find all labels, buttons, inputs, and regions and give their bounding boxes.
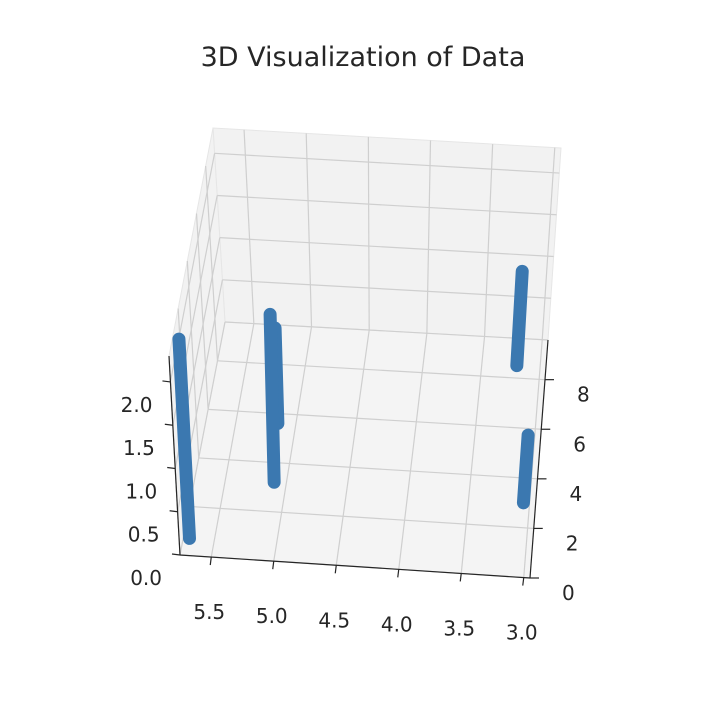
data-point-column-1 [172, 332, 196, 545]
z-tick-label: 0.0 [130, 566, 162, 590]
z-tick-label: 2.0 [121, 393, 153, 417]
axis-panes [168, 127, 562, 579]
x-tick-mark [334, 565, 337, 574]
z-tick-label: 1.5 [123, 436, 155, 460]
x-axis-line [179, 554, 531, 579]
tick-labels: 5.5 5.0 4.5 4.0 3.5 3.0 0 2 4 6 8 0.0 0.5 1.0 1.5 2.0 [121, 383, 590, 645]
x-tick-mark [459, 573, 462, 582]
grid-line-x-back [243, 129, 255, 324]
grid-line-z-back [222, 279, 551, 299]
x-tick-label: 5.0 [256, 604, 288, 628]
x-tick-label: 4.0 [381, 612, 413, 636]
data-point-column-5 [516, 428, 535, 510]
grid-line-x-back [426, 140, 432, 334]
grid-line-y-floor [198, 457, 538, 480]
z-axis-line [168, 355, 181, 556]
z-tick-mark [167, 466, 176, 470]
x-tick-label: 3.0 [506, 621, 538, 645]
grid-line-y-floor [189, 505, 534, 530]
grid-line-z-back [219, 237, 554, 258]
z-tick-label: 1.0 [125, 479, 157, 503]
y-tick-label: 6 [573, 432, 586, 456]
grid-line-x-back [483, 144, 494, 337]
z-tick-mark [171, 553, 181, 556]
grid-line-x-back [305, 133, 313, 327]
grid-line-y-side [195, 213, 209, 410]
x-tick-mark [397, 569, 400, 578]
data-point-column-3 [263, 307, 281, 489]
z-tick-mark [164, 423, 173, 426]
axis-lines [162, 339, 554, 586]
x-tick-mark [522, 577, 525, 586]
z-tick-mark [162, 380, 171, 383]
z-tick-label: 0.5 [128, 523, 160, 547]
floor-pane [179, 321, 549, 579]
y-tick-label: 8 [577, 383, 590, 407]
x-tick-mark [209, 556, 212, 566]
grid-line-y-side [205, 165, 219, 361]
x-tick-label: 3.5 [443, 616, 475, 640]
back-pane [212, 127, 562, 341]
x-tick-mark [272, 561, 275, 570]
z-tick-mark [169, 510, 178, 513]
chart-title: 3D Visualization of Data [200, 42, 526, 73]
grid-line-x-back [367, 136, 370, 331]
grid-line-z-back [217, 194, 557, 216]
x-tick-label: 4.5 [318, 608, 350, 632]
grid-line-y-floor [208, 408, 542, 430]
y-tick-label: 2 [566, 531, 579, 555]
grid-line-x-back [541, 147, 556, 340]
y-tick-label: 0 [562, 581, 575, 605]
x-tick-label: 5.5 [193, 600, 225, 624]
grid-line-z-back [214, 152, 560, 174]
data-point-column-4 [510, 264, 529, 373]
y-tick-label: 4 [570, 482, 583, 506]
grid-line-y-side [186, 260, 200, 458]
data-marks [172, 264, 535, 545]
